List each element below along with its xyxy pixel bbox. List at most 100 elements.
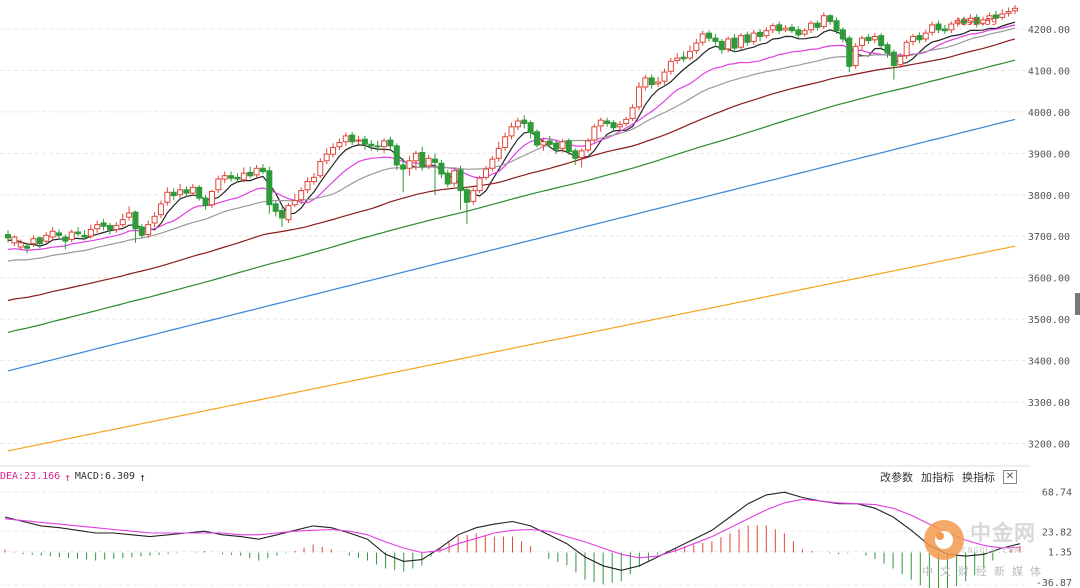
candle-body	[623, 118, 630, 124]
candle-body	[157, 203, 164, 216]
add-indicator-button[interactable]: 加指标	[921, 471, 954, 484]
panel-resize-handle[interactable]	[1075, 293, 1080, 315]
candle-body	[361, 138, 368, 145]
macd-dea-line	[4, 498, 1021, 559]
candle-body	[648, 77, 655, 86]
candle-body	[712, 37, 719, 42]
candle-body	[878, 35, 885, 47]
candle-body	[234, 176, 241, 180]
watermark-subtitle: 中文财经新媒体	[922, 565, 1048, 578]
candle-body	[846, 37, 853, 67]
candle-body	[737, 35, 744, 48]
candle-body	[973, 16, 980, 25]
candle-body	[240, 172, 247, 181]
candle-body	[578, 150, 585, 158]
candle-body	[489, 158, 496, 169]
switch-indicator-button[interactable]: 换指标	[962, 471, 995, 484]
candle-body	[349, 134, 356, 143]
macd-tick-label: -36.87	[1036, 578, 1072, 588]
candle-body	[1005, 11, 1012, 14]
price-axis: 4200.00 4100.00 4000.00 3900.00 3800.00 3700.…	[1028, 25, 1070, 450]
candle-body	[999, 13, 1006, 18]
candle-body	[342, 135, 349, 143]
candle-body	[502, 136, 509, 149]
candle-body	[412, 152, 419, 162]
candle-body	[655, 81, 662, 85]
close-panel-icon[interactable]: ✕	[1003, 470, 1017, 484]
candle-body	[177, 189, 184, 196]
candle-body	[285, 205, 292, 221]
indicator-toolbar: 改参数 加指标 换指标 ✕	[880, 468, 1017, 486]
y-tick-label: 3200.00	[1028, 439, 1070, 450]
candle-body	[75, 231, 82, 235]
candle-body	[272, 203, 279, 212]
candle-body	[667, 60, 674, 72]
candle-body	[113, 224, 120, 231]
candle-body	[782, 27, 789, 31]
candle-body	[419, 152, 426, 168]
candle-body	[757, 31, 764, 37]
candle-body	[661, 71, 668, 82]
y-tick-label: 3300.00	[1028, 398, 1070, 409]
candle-body	[100, 222, 107, 227]
candle-body	[196, 186, 203, 199]
y-tick-label: 3400.00	[1028, 357, 1070, 368]
candle-body	[355, 139, 362, 142]
candle-body	[164, 191, 171, 203]
candle-body	[43, 234, 50, 242]
candle-body	[145, 224, 152, 236]
grid-lines	[0, 28, 1025, 444]
candle-body	[597, 119, 604, 127]
macd-tick-label: 68.74	[1042, 488, 1072, 499]
candle-body	[330, 147, 337, 155]
macd-lines	[4, 491, 1021, 571]
candle-body	[5, 234, 11, 239]
dea-arrow-up-icon: ↑	[64, 471, 71, 484]
candle-body	[553, 142, 560, 150]
candle-body	[992, 14, 999, 19]
candle-body	[852, 45, 859, 66]
candle-body	[151, 215, 158, 224]
candle-body	[833, 20, 840, 32]
candle-body	[119, 219, 126, 226]
moving-average-line	[7, 245, 1016, 452]
candle-body	[476, 177, 483, 192]
candle-body	[935, 23, 942, 31]
y-tick-label: 3600.00	[1028, 274, 1070, 285]
candle-body	[1012, 7, 1018, 12]
macd-tick-label: 1.35	[1048, 547, 1072, 558]
candle-body	[228, 175, 235, 179]
candle-body	[470, 190, 477, 202]
moving-average-line	[7, 118, 1016, 372]
candle-body	[706, 32, 713, 39]
candle-body	[17, 242, 24, 248]
candle-body	[279, 210, 286, 219]
candle-body	[374, 145, 381, 148]
y-tick-label: 4200.00	[1028, 25, 1070, 36]
candle-body	[444, 172, 451, 185]
candle-body	[916, 35, 923, 41]
candle-body	[317, 161, 324, 177]
candle-body	[884, 44, 891, 54]
change-params-button[interactable]: 改参数	[880, 471, 913, 484]
candle-body	[298, 190, 305, 201]
candle-body	[438, 162, 445, 175]
watermark-brand: 中金网	[970, 521, 1036, 545]
candle-body	[808, 22, 815, 31]
candle-body	[259, 167, 266, 173]
dea-value: DEA:23.166	[0, 471, 61, 482]
candle-body	[291, 200, 298, 206]
candle-body	[718, 40, 725, 51]
candle-body	[457, 169, 464, 192]
candle-body	[106, 224, 113, 231]
y-tick-label: 3700.00	[1028, 232, 1070, 243]
candle-body	[827, 15, 834, 23]
candle-body	[801, 30, 808, 35]
candle-body	[451, 170, 458, 184]
candle-body	[814, 22, 821, 28]
candle-body	[591, 126, 598, 141]
macd-axis: 68.74 23.82 1.35 -36.87	[1036, 488, 1072, 588]
candle-body	[87, 229, 94, 237]
y-tick-label: 3800.00	[1028, 191, 1070, 202]
